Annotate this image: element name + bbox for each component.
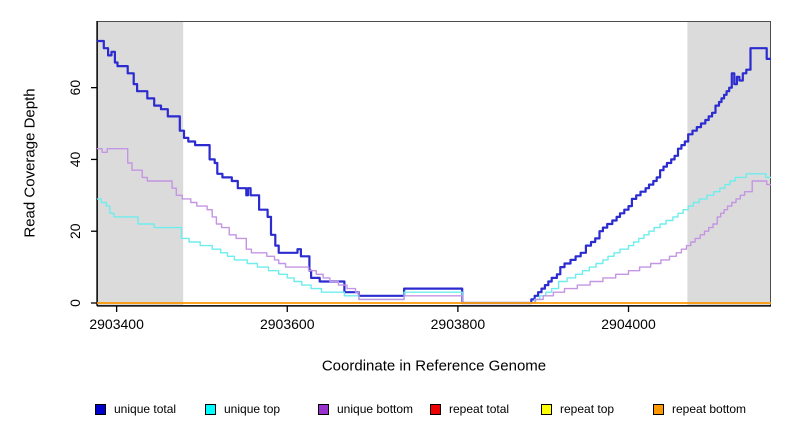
series-line-unique-top [97, 173, 771, 304]
x-tick-label: 2903400 [89, 316, 144, 332]
y-tick-label: 60 [67, 80, 83, 96]
x-axis-title: Coordinate in Reference Genome [321, 357, 547, 375]
legend-swatch-repeat-bottom [653, 403, 664, 415]
shaded-region-1 [687, 21, 771, 306]
shaded-region-0 [97, 21, 184, 306]
legend-swatch-repeat-top [541, 403, 552, 415]
legend-swatch-unique-bottom [318, 403, 329, 415]
series-line-unique-bottom [97, 148, 771, 304]
legend-item-unique-bottom: unique bottom [318, 402, 413, 416]
legend-item-repeat-bottom: repeat bottom [653, 402, 746, 416]
legend-item-unique-top: unique top [205, 402, 280, 416]
legend-item-unique-total: unique total [95, 402, 176, 416]
legend-item-repeat-top: repeat top [541, 402, 614, 416]
series-line-unique-total [97, 39, 771, 305]
legend-item-repeat-total: repeat total [430, 402, 509, 416]
legend-label-unique-top: unique top [224, 402, 281, 416]
legend-label-repeat-total: repeat total [449, 402, 510, 416]
legend-swatch-unique-top [205, 403, 216, 415]
x-tick-label: 2903800 [431, 316, 486, 332]
legend-swatch-unique-total [95, 403, 106, 415]
x-tick-label: 2904000 [601, 316, 656, 332]
legend-label-unique-total: unique total [114, 402, 177, 416]
legend-label-repeat-bottom: repeat bottom [672, 402, 747, 416]
legend-swatch-repeat-total [430, 403, 441, 415]
legend-label-unique-bottom: unique bottom [337, 402, 414, 416]
y-tick-label: 0 [67, 299, 83, 307]
x-tick-label: 2903600 [260, 316, 315, 332]
y-tick-label: 20 [67, 223, 83, 239]
y-tick-label: 40 [67, 151, 83, 167]
y-axis-title: Read Coverage Depth [21, 88, 39, 238]
legend-label-repeat-top: repeat top [560, 402, 615, 416]
